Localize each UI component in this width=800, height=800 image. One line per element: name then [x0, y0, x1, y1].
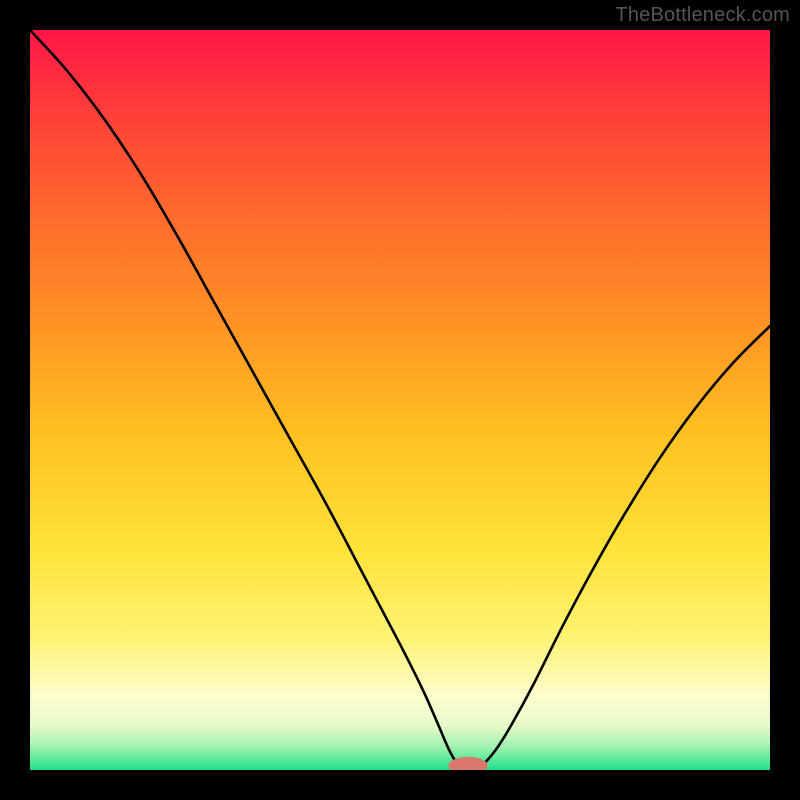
plot-gradient-background: [30, 30, 770, 770]
chart-stage: TheBottleneck.com: [0, 0, 800, 800]
watermark-text: TheBottleneck.com: [615, 4, 790, 27]
bottleneck-chart: [0, 0, 800, 800]
